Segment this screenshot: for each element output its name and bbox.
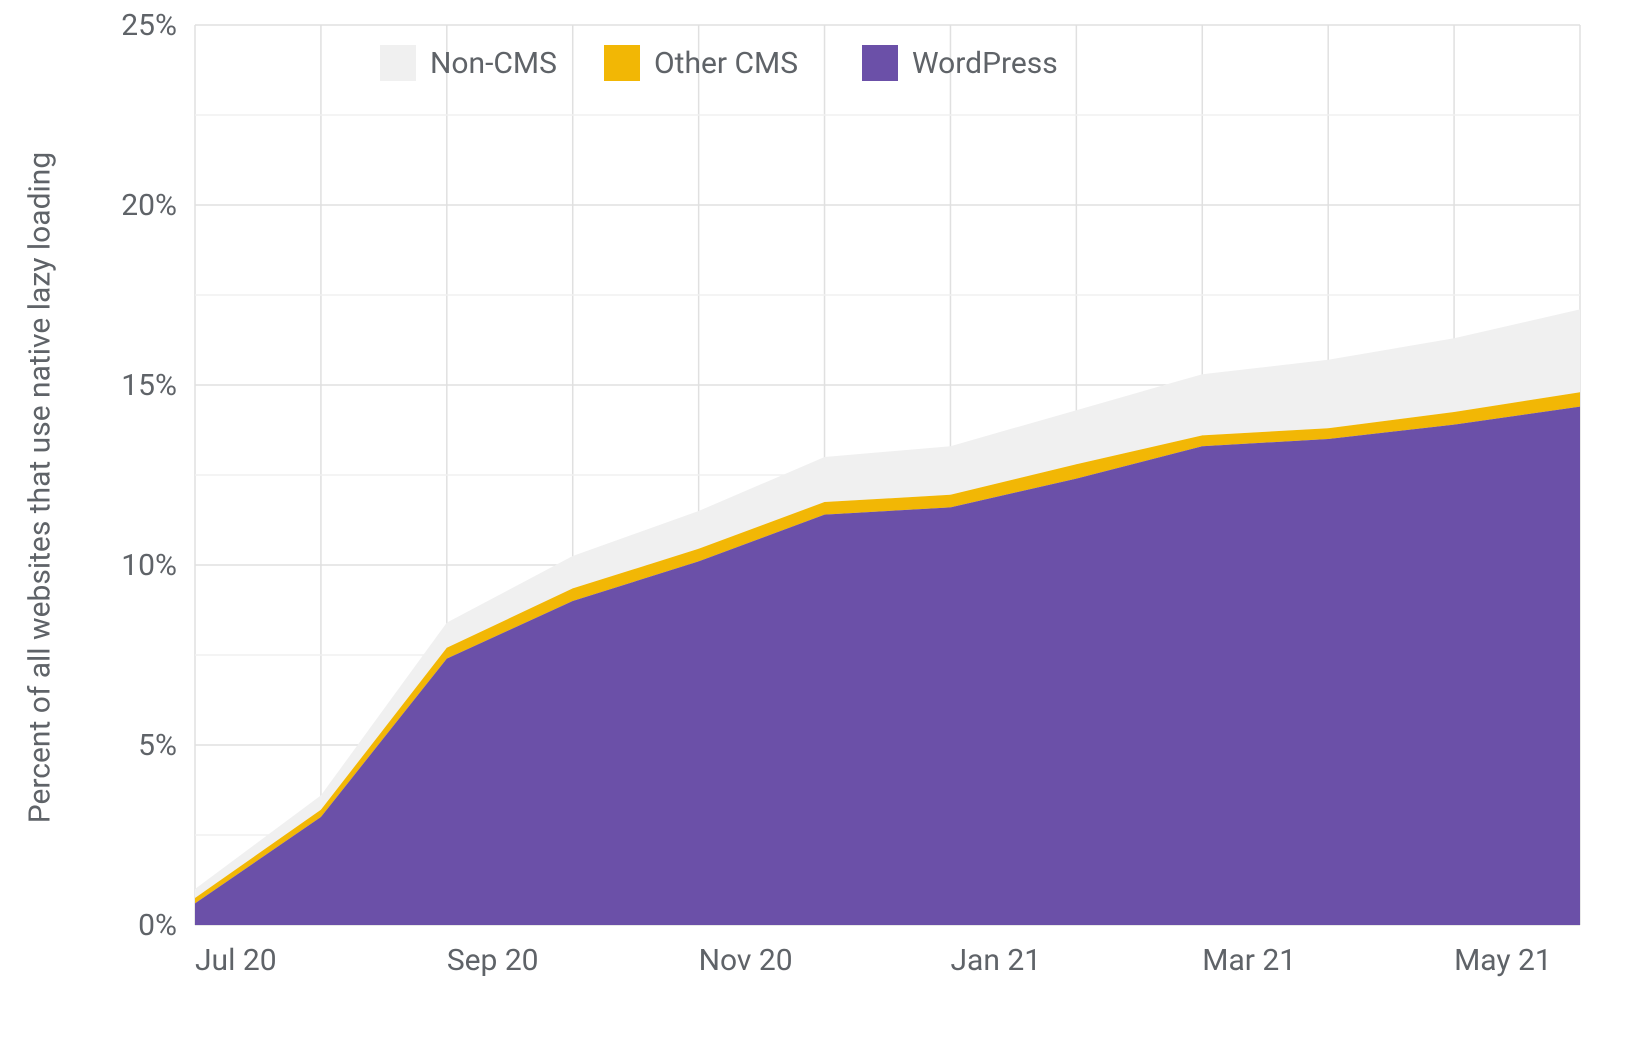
x-tick-label: Sep 20 <box>447 943 539 978</box>
legend-swatch <box>862 45 898 81</box>
legend-label: WordPress <box>912 46 1058 81</box>
y-tick-label: 10% <box>121 548 177 583</box>
y-tick-label: 20% <box>121 188 177 223</box>
y-tick-label: 15% <box>121 368 177 403</box>
legend-label: Other CMS <box>654 46 798 81</box>
legend-swatch <box>604 45 640 81</box>
x-tick-label: Mar 21 <box>1202 943 1296 978</box>
legend-label: Non-CMS <box>430 46 557 81</box>
x-tick-label: May 21 <box>1454 943 1552 978</box>
y-tick-label: 25% <box>121 8 177 43</box>
chart-container: Percent of all websites that use native … <box>0 0 1640 1040</box>
stacked-area-chart: 0% 5% 10% 15% 20% 25% Jul 20 Sep 20 Nov 20 Jan 21… <box>0 0 1640 1040</box>
y-tick-label: 0% <box>138 908 177 943</box>
x-tick-label: Nov 20 <box>699 943 793 978</box>
x-tick-label: Jan 21 <box>950 943 1041 978</box>
legend-swatch <box>380 45 416 81</box>
x-tick-label: Jul 20 <box>195 943 277 978</box>
y-tick-label: 5% <box>138 728 177 763</box>
